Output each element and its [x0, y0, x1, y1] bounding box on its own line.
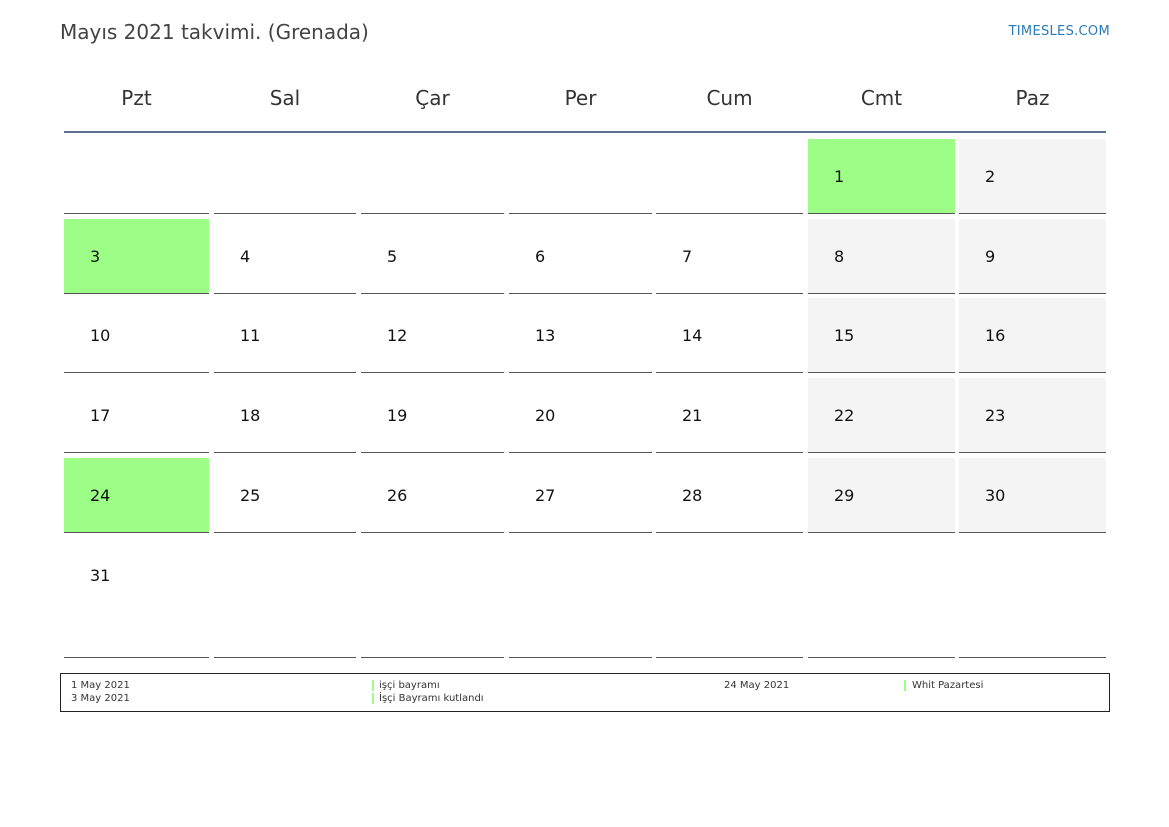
- holiday-legend: 1 May 2021 işçi bayramı 3 May 2021 İşçi …: [60, 673, 1110, 712]
- day-cell[interactable]: 11: [214, 298, 356, 373]
- day-number: 26: [387, 486, 408, 505]
- empty-day-cell: [214, 538, 356, 658]
- empty-day-cell: [959, 538, 1106, 658]
- legend-color-marker: [372, 693, 374, 704]
- day-number: 6: [535, 247, 546, 266]
- day-cell[interactable]: 13: [509, 298, 652, 373]
- day-number: 24: [90, 486, 111, 505]
- day-number: 14: [682, 326, 703, 345]
- day-number: 27: [535, 486, 556, 505]
- day-number: 7: [682, 247, 693, 266]
- day-cell[interactable]: 7: [656, 219, 803, 294]
- day-number: 17: [90, 406, 111, 425]
- day-number: 10: [90, 326, 111, 345]
- day-number: 12: [387, 326, 408, 345]
- day-cell[interactable]: 10: [64, 298, 209, 373]
- day-cell[interactable]: 17: [64, 378, 209, 453]
- day-cell[interactable]: 15: [808, 298, 955, 373]
- day-number: 3: [90, 247, 101, 266]
- day-cell[interactable]: 4: [214, 219, 356, 294]
- empty-day-cell: [214, 139, 356, 214]
- day-number: 9: [985, 247, 996, 266]
- day-number: 31: [90, 566, 111, 585]
- day-number: 15: [834, 326, 855, 345]
- day-number: 2: [985, 167, 996, 186]
- empty-day-cell: [361, 538, 504, 658]
- day-cell[interactable]: 2: [959, 139, 1106, 214]
- day-number: 5: [387, 247, 398, 266]
- day-cell[interactable]: 23: [959, 378, 1106, 453]
- weekday-label: Sal: [269, 86, 301, 110]
- weekday-label: Pzt: [121, 86, 152, 110]
- day-number: 4: [240, 247, 251, 266]
- empty-day-cell: [509, 538, 652, 658]
- day-number: 29: [834, 486, 855, 505]
- legend-color-marker: [372, 680, 374, 691]
- day-cell[interactable]: 8: [808, 219, 955, 294]
- day-number: 16: [985, 326, 1006, 345]
- weekday-label: Çar: [415, 86, 450, 110]
- day-number: 25: [240, 486, 261, 505]
- day-number: 11: [240, 326, 261, 345]
- legend-date: 24 May 2021: [724, 680, 790, 691]
- day-cell[interactable]: 16: [959, 298, 1106, 373]
- day-cell[interactable]: 1: [808, 139, 955, 214]
- day-cell[interactable]: 28: [656, 458, 803, 533]
- day-number: 8: [834, 247, 845, 266]
- day-cell[interactable]: 6: [509, 219, 652, 294]
- day-number: 19: [387, 406, 408, 425]
- legend-date: 1 May 2021: [71, 680, 130, 691]
- weekday-label: Cum: [706, 86, 753, 110]
- day-number: 23: [985, 406, 1006, 425]
- day-cell[interactable]: 27: [509, 458, 652, 533]
- legend-holiday-name: işçi bayramı: [379, 680, 440, 691]
- day-cell[interactable]: 9: [959, 219, 1106, 294]
- empty-day-cell: [361, 139, 504, 214]
- day-number: 20: [535, 406, 556, 425]
- legend-date: 3 May 2021: [71, 693, 130, 704]
- day-cell[interactable]: 29: [808, 458, 955, 533]
- weekday-label: Cmt: [860, 86, 903, 110]
- day-cell[interactable]: 30: [959, 458, 1106, 533]
- empty-day-cell: [64, 139, 209, 214]
- legend-color-marker: [904, 680, 906, 691]
- legend-holiday-name: Whit Pazartesi: [912, 680, 984, 691]
- day-number: 1: [834, 167, 845, 186]
- legend-holiday-name: İşçi Bayramı kutlandı: [379, 693, 484, 704]
- day-cell[interactable]: 24: [64, 458, 209, 533]
- day-number: 28: [682, 486, 703, 505]
- day-cell[interactable]: 12: [361, 298, 504, 373]
- day-cell[interactable]: 19: [361, 378, 504, 453]
- empty-day-cell: [656, 139, 803, 214]
- day-cell[interactable]: 20: [509, 378, 652, 453]
- day-cell[interactable]: 5: [361, 219, 504, 294]
- empty-day-cell: [808, 538, 955, 658]
- weekday-label: Paz: [1015, 86, 1050, 110]
- header-divider: [64, 131, 1106, 133]
- day-number: 18: [240, 406, 261, 425]
- day-cell[interactable]: 25: [214, 458, 356, 533]
- day-number: 22: [834, 406, 855, 425]
- page-title: Mayıs 2021 takvimi. (Grenada): [60, 20, 369, 44]
- day-cell[interactable]: 18: [214, 378, 356, 453]
- day-number: 13: [535, 326, 556, 345]
- day-number: 30: [985, 486, 1006, 505]
- day-number: 21: [682, 406, 703, 425]
- day-cell[interactable]: 22: [808, 378, 955, 453]
- day-cell[interactable]: 21: [656, 378, 803, 453]
- weekday-label: Per: [564, 86, 597, 110]
- day-cell[interactable]: 31: [64, 538, 209, 658]
- day-cell[interactable]: 14: [656, 298, 803, 373]
- day-cell[interactable]: 26: [361, 458, 504, 533]
- site-link[interactable]: TIMESLES.COM: [1008, 24, 1110, 39]
- day-cell[interactable]: 3: [64, 219, 209, 294]
- empty-day-cell: [656, 538, 803, 658]
- weekday-header: Pzt Sal Çar Per Cum Cmt Paz: [64, 86, 1106, 132]
- empty-day-cell: [509, 139, 652, 214]
